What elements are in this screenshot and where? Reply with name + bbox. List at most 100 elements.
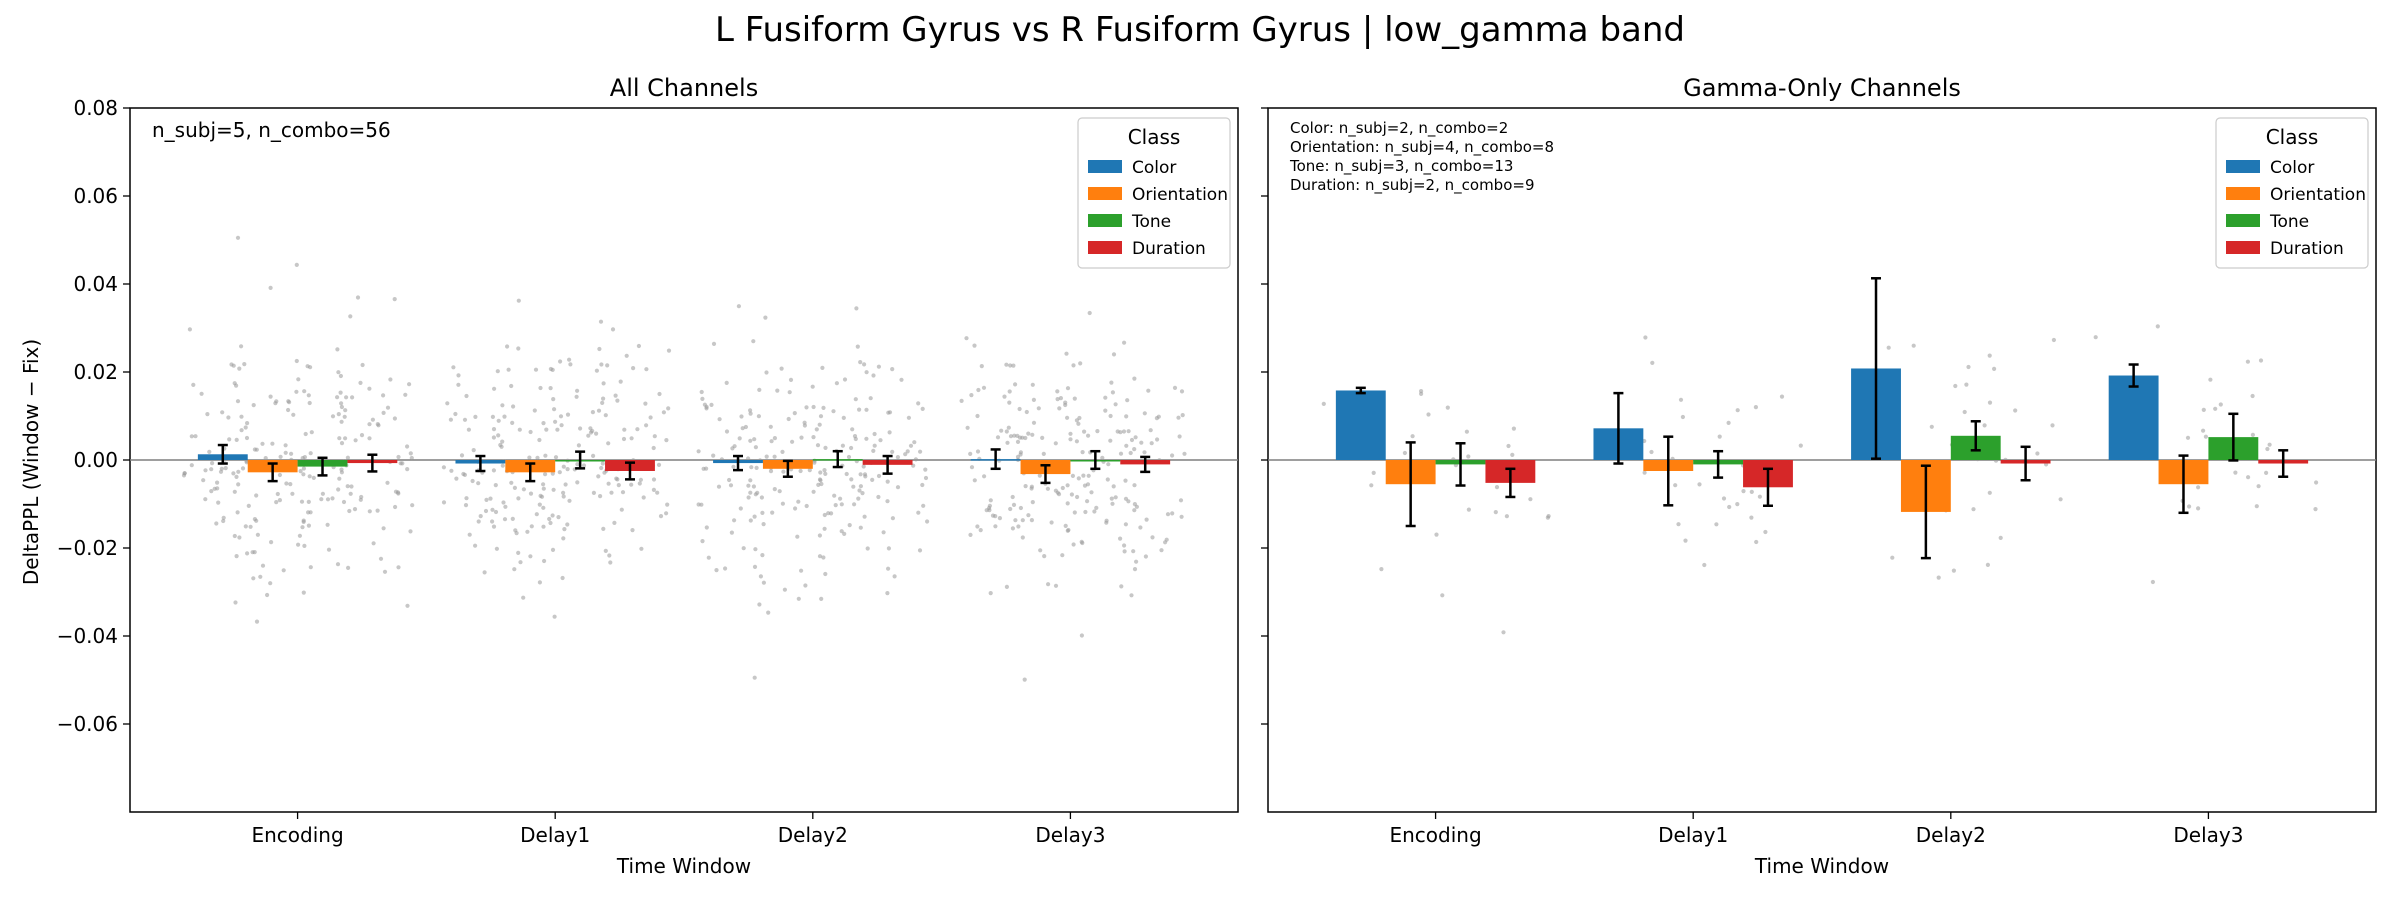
scatter-point bbox=[1010, 526, 1016, 531]
scatter-point bbox=[841, 415, 846, 420]
scatter-point bbox=[299, 499, 305, 504]
scatter-point bbox=[796, 596, 801, 601]
scatter-point bbox=[215, 486, 220, 491]
scatter-point bbox=[221, 515, 226, 520]
scatter-point bbox=[704, 466, 709, 471]
scatter-point bbox=[641, 495, 646, 500]
scatter-point bbox=[338, 390, 343, 395]
scatter-point bbox=[302, 389, 307, 394]
scatter-point bbox=[1015, 439, 1021, 444]
scatter-point bbox=[1749, 515, 1754, 520]
scatter-point bbox=[1004, 429, 1009, 434]
scatter-point bbox=[283, 450, 288, 455]
scatter-point bbox=[509, 480, 514, 485]
scatter-point bbox=[754, 465, 759, 470]
y-tick-label: −0.06 bbox=[57, 712, 118, 736]
scatter-point bbox=[227, 437, 232, 442]
scatter-point bbox=[467, 532, 472, 537]
scatter-point bbox=[1023, 435, 1028, 441]
scatter-point bbox=[644, 367, 649, 372]
scatter-point bbox=[923, 475, 929, 481]
scatter-point bbox=[639, 546, 644, 551]
scatter-point bbox=[878, 438, 883, 443]
scatter-point bbox=[337, 476, 342, 481]
scatter-point bbox=[311, 475, 316, 480]
scatter-point bbox=[597, 346, 602, 352]
scatter-point bbox=[746, 483, 751, 488]
scatter-point bbox=[234, 474, 239, 479]
legend-label-duration: Duration bbox=[2270, 239, 2344, 259]
scatter-point bbox=[1011, 502, 1017, 507]
scatter-point bbox=[1079, 539, 1084, 545]
scatter-point bbox=[890, 449, 895, 454]
x-tick-label: Delay3 bbox=[2173, 823, 2243, 847]
scatter-point bbox=[289, 451, 294, 456]
scatter-point bbox=[886, 410, 891, 415]
scatter-point bbox=[603, 413, 608, 418]
scatter-point bbox=[445, 401, 450, 406]
scatter-point bbox=[305, 364, 310, 369]
scatter-point bbox=[552, 614, 557, 619]
scatter-point bbox=[976, 387, 981, 393]
scatter-point bbox=[1132, 447, 1137, 452]
scatter-point bbox=[798, 468, 803, 474]
scatter-point bbox=[1649, 449, 1654, 455]
scatter-point bbox=[1466, 507, 1471, 512]
scatter-point bbox=[398, 461, 403, 466]
scatter-point bbox=[700, 539, 705, 544]
scatter-point bbox=[1985, 562, 1990, 568]
scatter-point bbox=[575, 388, 580, 393]
scatter-point bbox=[246, 503, 251, 508]
scatter-point bbox=[732, 444, 737, 449]
scatter-point bbox=[872, 443, 877, 448]
scatter-point bbox=[408, 529, 413, 534]
scatter-point bbox=[505, 344, 510, 349]
scatter-point bbox=[291, 412, 296, 417]
scatter-point bbox=[764, 454, 769, 459]
scatter-point bbox=[1131, 549, 1136, 554]
scatter-point bbox=[407, 382, 412, 387]
scatter-point bbox=[913, 457, 919, 462]
scatter-point bbox=[1798, 443, 1803, 448]
scatter-point bbox=[812, 460, 817, 465]
scatter-point bbox=[2246, 475, 2251, 480]
scatter-point bbox=[729, 530, 735, 535]
scatter-point bbox=[615, 398, 620, 403]
scatter-point bbox=[533, 367, 539, 372]
scatter-point bbox=[758, 574, 764, 579]
scatter-point bbox=[814, 427, 819, 432]
scatter-point bbox=[988, 591, 993, 596]
scatter-point bbox=[297, 533, 302, 538]
scatter-point bbox=[277, 498, 282, 503]
scatter-point bbox=[254, 619, 260, 624]
scatter-point bbox=[2258, 358, 2264, 363]
scatter-point bbox=[965, 425, 970, 430]
scatter-point bbox=[558, 414, 564, 419]
scatter-point bbox=[1111, 484, 1116, 489]
scatter-point bbox=[551, 397, 556, 402]
scatter-point bbox=[388, 377, 393, 382]
scatter-point bbox=[1929, 424, 1934, 429]
scatter-point bbox=[378, 556, 384, 561]
scatter-point bbox=[598, 494, 603, 499]
scatter-point bbox=[786, 416, 791, 422]
scatter-point bbox=[1068, 431, 1073, 436]
scatter-point bbox=[923, 467, 928, 472]
scatter-point bbox=[822, 526, 827, 531]
scatter-point bbox=[887, 430, 892, 435]
annotation-counts: Duration: n_subj=2, n_combo=9 bbox=[1290, 176, 1535, 195]
scatter-point bbox=[541, 505, 546, 510]
scatter-point bbox=[252, 550, 257, 555]
scatter-point bbox=[817, 533, 823, 538]
scatter-point bbox=[1964, 382, 1969, 387]
scatter-point bbox=[864, 407, 869, 412]
scatter-point bbox=[1072, 510, 1077, 515]
scatter-point bbox=[405, 467, 410, 472]
scatter-point bbox=[347, 508, 352, 514]
scatter-point bbox=[303, 431, 308, 437]
scatter-point bbox=[865, 546, 870, 551]
scatter-point bbox=[405, 603, 410, 608]
scatter-point bbox=[500, 463, 505, 468]
scatter-point bbox=[844, 471, 849, 477]
y-axis-label: DeltaPPL (Window − Fix) bbox=[19, 339, 43, 585]
